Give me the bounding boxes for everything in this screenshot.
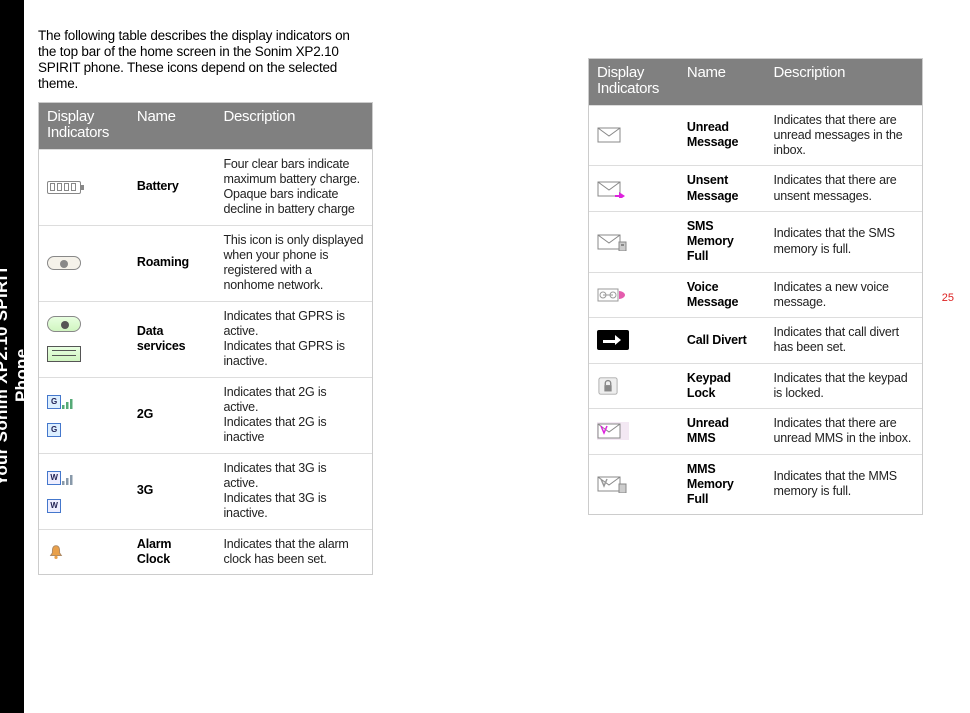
- desc-cell: This icon is only displayed when your ph…: [215, 225, 372, 301]
- desc-cell: Indicates that 3G is active.Indicates th…: [215, 453, 372, 529]
- table-row: GG2GIndicates that 2G is active.Indicate…: [39, 377, 372, 453]
- th-description: Description: [765, 59, 922, 105]
- table-row: SMS Memory FullIndicates that the SMS me…: [589, 211, 922, 272]
- name-cell: MMS Memory Full: [679, 454, 766, 514]
- name-cell: Alarm Clock: [129, 529, 216, 574]
- table-row: Alarm ClockIndicates that the alarm cloc…: [39, 529, 372, 574]
- icon-cell: [589, 211, 679, 272]
- th-display-indicators: DisplayIndicators: [39, 103, 129, 149]
- keypad-lock-icon: [597, 376, 619, 396]
- table-row: RoamingThis icon is only displayed when …: [39, 225, 372, 301]
- name-cell: Voice Message: [679, 272, 766, 318]
- desc-cell: Indicates that there are unsent messages…: [765, 166, 922, 212]
- mms-full-icon: [597, 475, 629, 493]
- name-cell: Roaming: [129, 225, 216, 301]
- table-row: Unread MMSIndicates that there are unrea…: [589, 409, 922, 455]
- gprs-active-icon: [47, 316, 81, 332]
- icon-cell: [39, 149, 129, 225]
- alarm-icon: [47, 543, 65, 561]
- name-cell: Call Divert: [679, 318, 766, 364]
- voice-message-icon: [597, 286, 629, 304]
- th-name: Name: [679, 59, 766, 105]
- 3g-inactive-icon: W: [47, 499, 61, 513]
- desc-cell: Indicates that call divert has been set.: [765, 318, 922, 364]
- icon-cell: [589, 409, 679, 455]
- icon-cell: [589, 454, 679, 514]
- desc-cell: Indicates a new voice message.: [765, 272, 922, 318]
- th-display-indicators: DisplayIndicators: [589, 59, 679, 105]
- name-cell: 3G: [129, 453, 216, 529]
- icon-cell: [589, 318, 679, 364]
- icon-cell: [39, 225, 129, 301]
- name-cell: Unread Message: [679, 105, 766, 166]
- unread-message-icon: [597, 126, 629, 144]
- 2g-inactive-icon: G: [47, 423, 61, 437]
- icon-cell: [589, 272, 679, 318]
- icon-cell: GG: [39, 377, 129, 453]
- desc-cell: Indicates that there are unread messages…: [765, 105, 922, 166]
- icon-cell: [589, 166, 679, 212]
- name-cell: 2G: [129, 377, 216, 453]
- page-number: 25: [942, 292, 954, 304]
- desc-cell: Indicates that there are unread MMS in t…: [765, 409, 922, 455]
- desc-cell: Indicates that GPRS is active.Indicates …: [215, 301, 372, 377]
- unsent-message-icon: [597, 180, 629, 198]
- desc-cell: Indicates that 2G is active.Indicates th…: [215, 377, 372, 453]
- table-row: Voice MessageIndicates a new voice messa…: [589, 272, 922, 318]
- name-cell: Battery: [129, 149, 216, 225]
- battery-icon: [47, 181, 81, 194]
- icon-cell: [39, 301, 129, 377]
- table-row: MMS Memory FullIndicates that the MMS me…: [589, 454, 922, 514]
- table-row: Unread MessageIndicates that there are u…: [589, 105, 922, 166]
- side-tab: Your Sonim XP2.10 SPIRIT Phone: [0, 0, 24, 713]
- indicators-table-right: DisplayIndicators Name Description Unrea…: [588, 58, 923, 515]
- name-cell: SMS Memory Full: [679, 211, 766, 272]
- icon-cell: [589, 105, 679, 166]
- name-cell: Unsent Message: [679, 166, 766, 212]
- roaming-icon: [47, 256, 81, 270]
- table-row: Keypad LockIndicates that the keypad is …: [589, 363, 922, 409]
- name-cell: Keypad Lock: [679, 363, 766, 409]
- table-row: Call DivertIndicates that call divert ha…: [589, 318, 922, 364]
- icon-cell: [39, 529, 129, 574]
- call-divert-icon: [597, 330, 629, 350]
- sms-full-icon: [597, 233, 629, 251]
- name-cell: Unread MMS: [679, 409, 766, 455]
- side-tab-label: Your Sonim XP2.10 SPIRIT Phone: [0, 245, 24, 505]
- desc-cell: Indicates that the MMS memory is full.: [765, 454, 922, 514]
- 3g-active-icon: W: [47, 469, 121, 485]
- icon-cell: WW: [39, 453, 129, 529]
- table-row: BatteryFour clear bars indicate maximum …: [39, 149, 372, 225]
- th-name: Name: [129, 103, 216, 149]
- gprs-inactive-icon: [47, 346, 81, 362]
- desc-cell: Indicates that the keypad is locked.: [765, 363, 922, 409]
- intro-paragraph: The following table describes the displa…: [38, 28, 368, 92]
- icon-cell: [589, 363, 679, 409]
- indicators-table-left: DisplayIndicators Name Description Batte…: [38, 102, 373, 575]
- desc-cell: Indicates that the SMS memory is full.: [765, 211, 922, 272]
- unread-mms-icon: [597, 422, 629, 440]
- name-cell: Data services: [129, 301, 216, 377]
- 2g-active-icon: G: [47, 393, 121, 409]
- table-row: Data servicesIndicates that GPRS is acti…: [39, 301, 372, 377]
- table-row: WW3GIndicates that 3G is active.Indicate…: [39, 453, 372, 529]
- table-row: Unsent MessageIndicates that there are u…: [589, 166, 922, 212]
- desc-cell: Four clear bars indicate maximum battery…: [215, 149, 372, 225]
- th-description: Description: [215, 103, 372, 149]
- desc-cell: Indicates that the alarm clock has been …: [215, 529, 372, 574]
